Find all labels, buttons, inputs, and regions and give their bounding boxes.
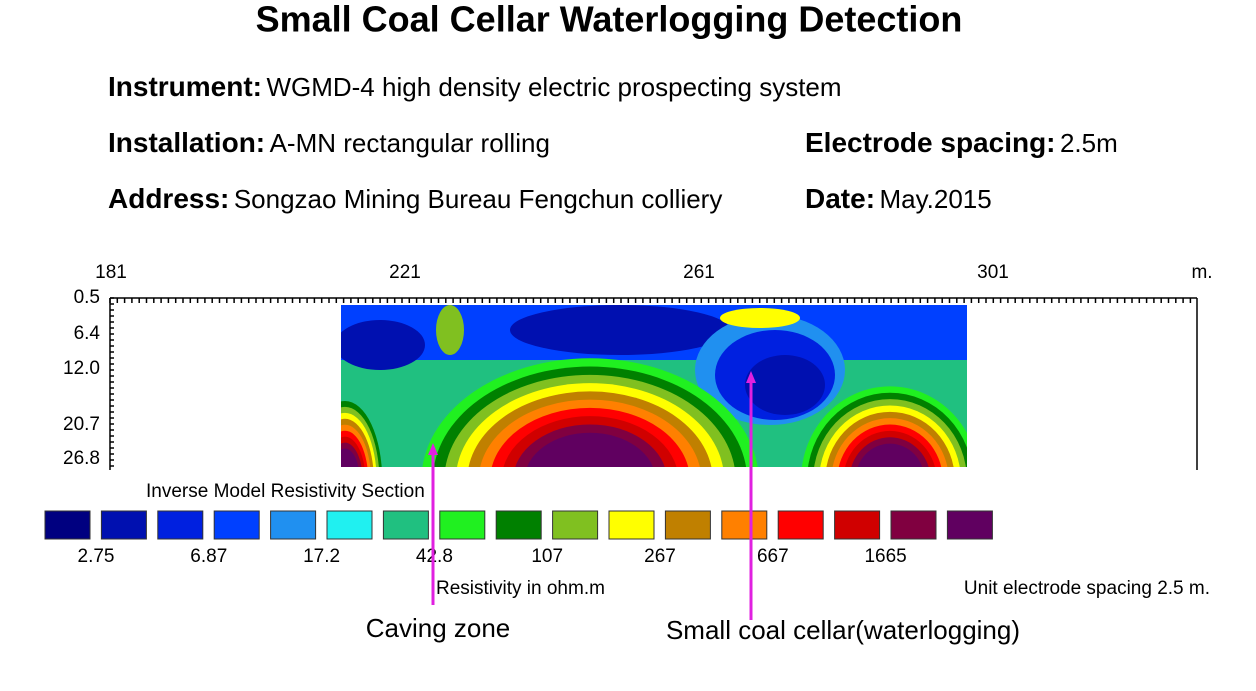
x-tick-label: 301 xyxy=(977,262,1009,283)
depth-label: 12.0 xyxy=(63,358,100,379)
depth-label: 20.7 xyxy=(63,414,100,435)
x-unit: m. xyxy=(1191,262,1212,283)
legend-label: 267 xyxy=(644,546,676,567)
legend-swatch xyxy=(100,510,147,540)
legend-swatch xyxy=(157,510,204,540)
arch-band xyxy=(857,443,923,467)
low-zone xyxy=(341,320,425,370)
legend-swatch xyxy=(552,510,599,540)
info-row: Date: May.2015 xyxy=(805,183,992,214)
legend-label: 6.87 xyxy=(190,546,227,567)
legend-swatch xyxy=(213,510,260,540)
arch-band xyxy=(527,432,653,467)
arrow-head xyxy=(428,443,438,455)
info-value: May.2015 xyxy=(879,184,991,214)
info-value: 2.5m xyxy=(1060,128,1118,158)
legend-swatch xyxy=(270,510,317,540)
high-spot xyxy=(436,305,464,355)
x-tick-label: 221 xyxy=(389,262,421,283)
info-label: Electrode spacing: xyxy=(805,127,1056,158)
info-label: Installation: xyxy=(108,127,265,158)
legend-swatch xyxy=(608,510,655,540)
legend-caption: Resistivity in ohm.m xyxy=(436,578,605,599)
unit-caption: Unit electrode spacing 2.5 m. xyxy=(964,578,1210,599)
legend-swatch xyxy=(382,510,429,540)
annotation: Caving zone xyxy=(366,613,511,643)
legend-label: 1665 xyxy=(864,546,906,567)
legend-swatch xyxy=(439,510,486,540)
arch-band xyxy=(341,448,359,467)
section-axes xyxy=(109,297,1198,470)
legend-swatch xyxy=(721,510,768,540)
legend-swatch xyxy=(777,510,824,540)
info-row: Installation: A-MN rectangular rolling xyxy=(108,127,550,158)
legend-swatch xyxy=(946,510,993,540)
legend-swatch xyxy=(664,510,711,540)
info-label: Address: xyxy=(108,183,229,214)
info-row: Electrode spacing: 2.5m xyxy=(805,127,1118,158)
legend-label: 107 xyxy=(531,546,563,567)
high-spot xyxy=(720,308,800,328)
x-tick-label: 181 xyxy=(95,262,127,283)
legend-label: 17.2 xyxy=(303,546,340,567)
info-label: Instrument: xyxy=(108,71,262,102)
legend-swatch xyxy=(495,510,542,540)
legend-swatch xyxy=(890,510,937,540)
legend-swatch xyxy=(834,510,881,540)
title: Small Coal Cellar Waterlogging Detection xyxy=(256,0,963,40)
annotation: Small coal cellar(waterlogging) xyxy=(666,615,1020,645)
info-row: Address: Songzao Mining Bureau Fengchun … xyxy=(108,183,722,214)
legend-label: 667 xyxy=(757,546,789,567)
info-value: A-MN rectangular rolling xyxy=(270,128,550,158)
low-zone xyxy=(510,305,730,355)
x-tick-label: 261 xyxy=(683,262,715,283)
depth-label: 0.5 xyxy=(74,287,100,308)
info-value: WGMD-4 high density electric prospecting… xyxy=(266,72,841,102)
info-value: Songzao Mining Bureau Fengchun colliery xyxy=(234,184,723,214)
arrow-head xyxy=(746,371,756,383)
section-title: Inverse Model Resistivity Section xyxy=(146,481,425,502)
depth-label: 26.8 xyxy=(63,448,100,469)
info-label: Date: xyxy=(805,183,875,214)
legend-swatch xyxy=(326,510,373,540)
depth-label: 6.4 xyxy=(74,323,101,344)
info-row: Instrument: WGMD-4 high density electric… xyxy=(108,71,842,102)
resistivity-section xyxy=(341,305,967,467)
legend-label: 2.75 xyxy=(78,546,115,567)
low-zone xyxy=(745,355,825,415)
legend-swatch xyxy=(44,510,91,540)
